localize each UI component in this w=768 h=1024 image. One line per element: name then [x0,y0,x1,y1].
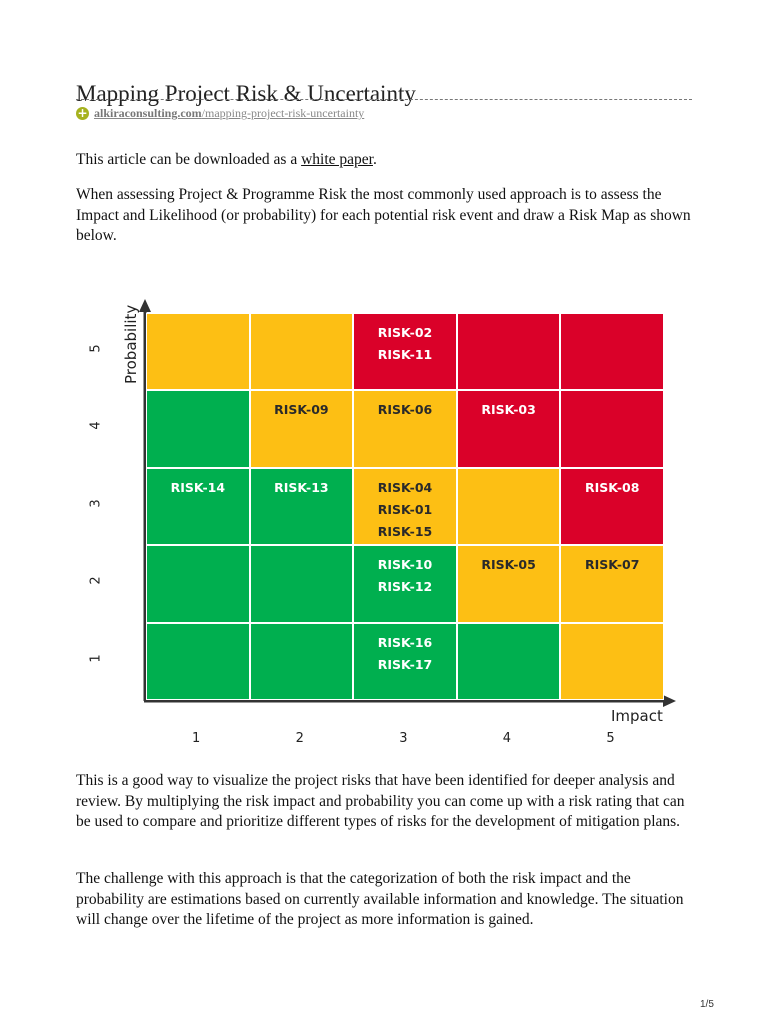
white-paper-link[interactable]: white paper [301,151,373,168]
source-link[interactable]: alkiraconsulting.com/mapping-project-ris… [94,106,364,121]
risk-cell-green [456,622,561,700]
x-tick-label: 1 [192,731,201,746]
risk-cell-amber [249,313,354,391]
plus-icon: + [76,106,89,120]
risk-cell-red: RISK-02 RISK-11 [353,313,457,391]
risk-cell-amber [146,313,250,391]
source-domain: alkiraconsulting.com [94,106,202,120]
risk-label: RISK-16 [377,634,433,650]
y-axis-arrow-icon [139,299,151,312]
risk-label: RISK-10 [377,557,433,573]
risk-cell-red: RISK-03 [456,390,561,468]
paragraph-3: The challenge with this approach is that… [76,870,684,929]
risk-label: RISK-06 [377,402,433,418]
x-tick-label: 2 [295,731,304,746]
risk-cell-amber: RISK-06 [353,390,457,468]
risk-cell-green: RISK-16 RISK-17 [353,622,457,700]
x-tick-label: 5 [606,731,615,746]
risk-label: RISK-01 [377,501,433,517]
x-tick-label: 3 [399,731,408,746]
paragraph-1: When assessing Project & Programme Risk … [76,186,691,245]
intro-paragraph: This article can be downloaded as a whit… [76,150,696,171]
risk-label: RISK-08 [584,479,640,495]
x-axis-arrow-icon [663,695,676,707]
risk-cell-green [146,545,250,623]
risk-label: RISK-13 [274,479,329,495]
y-tick-label: 5 [88,344,104,353]
intro-end: . [372,151,377,168]
risk-label: RISK-09 [274,402,329,418]
risk-cell-amber [456,467,561,546]
y-tick-label: 3 [88,499,104,508]
risk-cell-amber: RISK-09 [249,390,354,468]
risk-label: RISK-12 [377,579,433,595]
risk-cell-green [146,622,250,700]
source-link-row: + alkiraconsulting.com/mapping-project-r… [76,106,364,121]
intro-text: This article can be downloaded as a [76,151,302,168]
page-number: 1/5 [700,999,714,1010]
title-divider [76,99,692,100]
y-tick-label: 2 [88,576,104,585]
risk-label: RISK-05 [481,557,536,573]
risk-cell-green [146,390,250,468]
risk-cell-red [560,313,664,391]
risk-cell-green: RISK-14 [146,467,250,546]
paragraph-2: This is a good way to visualize the proj… [76,772,685,831]
risk-cell-amber [560,622,664,700]
source-path: /mapping-project-risk-uncertainty [201,106,365,120]
y-tick-label: 1 [88,653,104,663]
risk-cell-red [560,390,664,468]
risk-label: RISK-02 [377,325,433,340]
risk-label: RISK-17 [377,656,433,672]
x-axis-label: Impact [611,707,663,725]
risk-cell-green [249,545,354,623]
risk-cell-amber: RISK-07 [560,545,664,623]
risk-label: RISK-07 [584,557,640,573]
y-tick-label: 4 [88,421,104,431]
x-tick-label: 4 [502,731,512,746]
risk-cell-red: RISK-08 [560,467,664,546]
risk-cell-amber: RISK-04 RISK-01 RISK-15 [353,467,457,546]
risk-cell-red [456,313,561,391]
risk-label: RISK-03 [481,402,536,418]
y-axis-label: Probability [122,304,140,384]
risk-cell-green [249,622,354,700]
risk-label: RISK-14 [170,479,226,495]
risk-cell-green: RISK-10 RISK-12 [353,545,457,623]
risk-label: RISK-11 [377,347,433,362]
risk-label: RISK-15 [377,523,433,539]
risk-label: RISK-04 [377,479,433,495]
risk-cell-green: RISK-13 [249,467,354,546]
page-title: Mapping Project Risk & Uncertainty [76,81,416,107]
risk-cell-amber: RISK-05 [456,545,561,623]
